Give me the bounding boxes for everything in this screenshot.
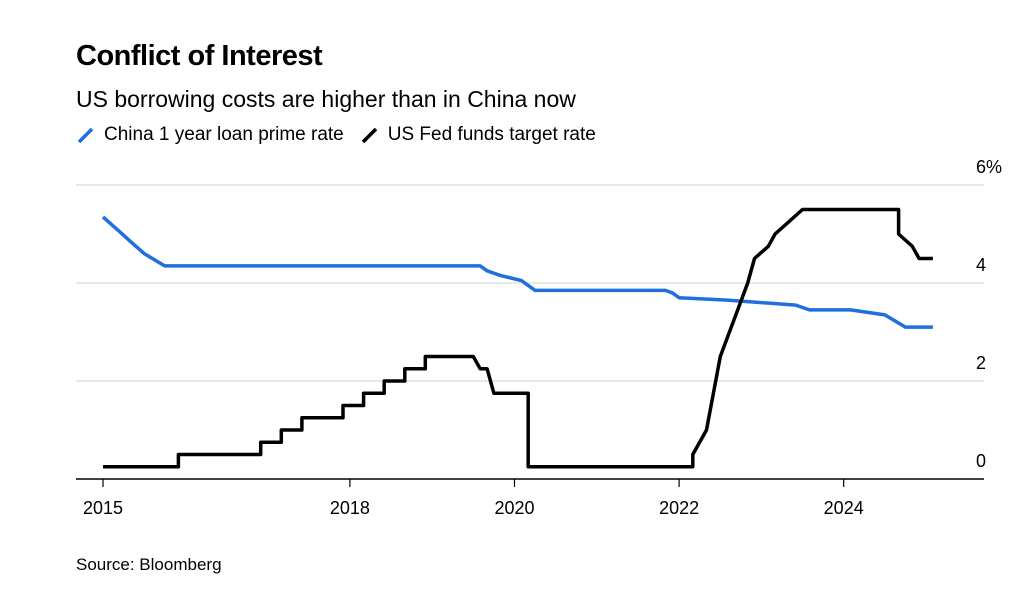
series-lines	[101, 207, 933, 469]
legend-label-china: China 1 year loan prime rate	[104, 124, 344, 145]
x-axis-ticks: 2015 2018 2020 2022 2024	[83, 479, 864, 518]
series-line-us	[103, 207, 933, 469]
legend-swatch-china	[77, 127, 94, 144]
y-axis-ticks: 0 2 4 6%	[976, 157, 1002, 471]
legend-item-china: China 1 year loan prime rate	[76, 124, 344, 146]
legend-item-us: US Fed funds target rate	[360, 124, 596, 146]
gridlines	[76, 184, 984, 480]
y-tick-label-6: 6%	[976, 157, 1002, 177]
y-tick-label-4: 4	[976, 255, 986, 275]
x-tick-label-2024: 2024	[824, 498, 864, 518]
y-tick-label-2: 2	[976, 353, 986, 373]
x-tick-label-2020: 2020	[494, 498, 534, 518]
chart-title: Conflict of Interest	[76, 40, 323, 72]
chart-subtitle: US borrowing costs are higher than in Ch…	[76, 86, 576, 112]
legend: China 1 year loan prime rate US Fed fund…	[76, 124, 612, 146]
legend-swatch-us	[361, 127, 377, 144]
y-tick-label-0: 0	[976, 451, 986, 471]
series-line-china	[101, 215, 933, 329]
x-tick-label-2022: 2022	[659, 498, 699, 518]
legend-label-us: US Fed funds target rate	[387, 124, 596, 145]
x-tick-label-2018: 2018	[330, 498, 370, 518]
x-tick-label-2015: 2015	[83, 498, 123, 518]
source-note: Source: Bloomberg	[76, 555, 222, 574]
